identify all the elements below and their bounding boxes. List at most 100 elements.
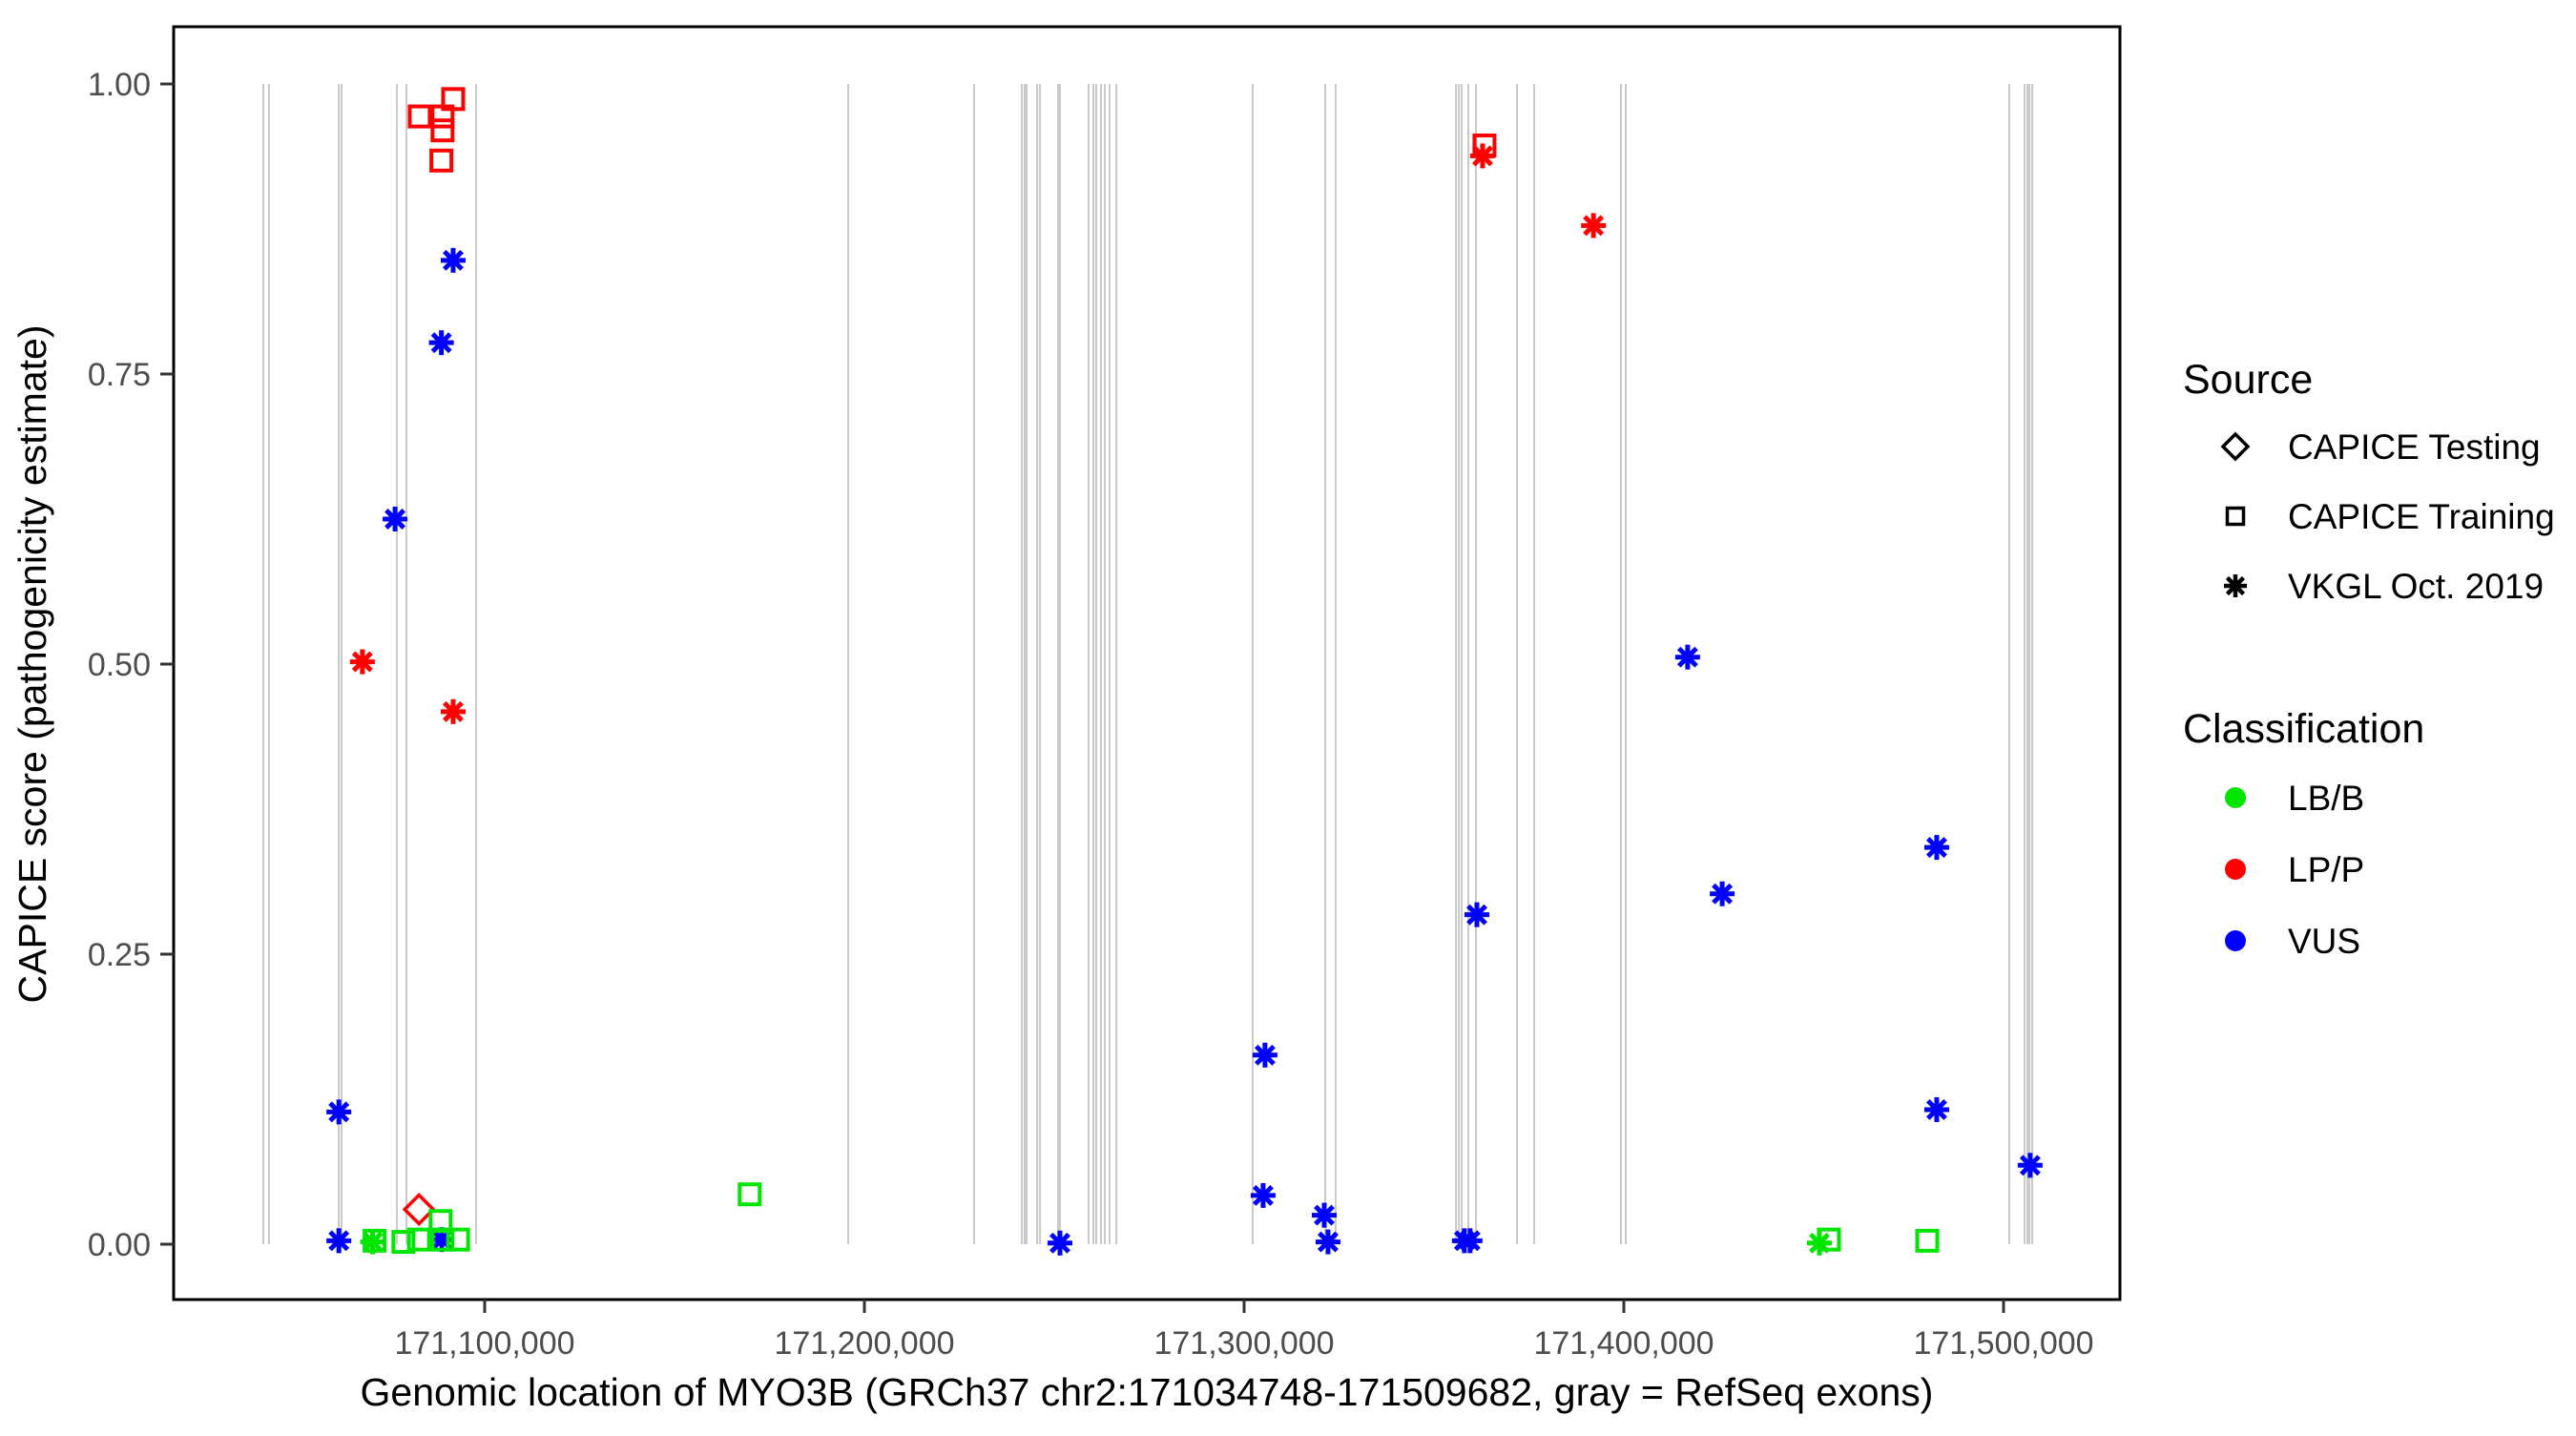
y-tick-label: 0.00 (88, 1227, 151, 1263)
asterisk-marker-stroke (351, 651, 373, 673)
square-marker (446, 1227, 470, 1252)
data-point (440, 247, 466, 273)
x-axis-title: Genomic location of MYO3B (GRCh37 chr2:1… (361, 1370, 1934, 1414)
data-point (1311, 1202, 1337, 1228)
legend-source-title: Source (2183, 357, 2313, 403)
asterisk-marker-stroke (1712, 883, 1734, 905)
asterisk-marker-stroke (1676, 646, 1698, 668)
data-point (407, 104, 432, 129)
square-marker (737, 1182, 762, 1207)
data-point (1817, 1227, 1841, 1252)
data-point (326, 1099, 352, 1125)
legend-classification-items: LB/B LP/P VUS (2225, 779, 2364, 961)
legend-classification-item: LP/P (2225, 850, 2364, 889)
asterisk-marker-stroke (1318, 1231, 1339, 1253)
square-marker (430, 118, 455, 143)
data-point (1469, 143, 1495, 169)
legend-classification-label: VUS (2288, 922, 2360, 961)
data-point (2017, 1153, 2043, 1178)
data-point (429, 148, 454, 173)
legend-classification-label: LP/P (2288, 850, 2364, 889)
legend-source-label: CAPICE Testing (2288, 427, 2541, 467)
square-marker (430, 104, 455, 129)
legend-source-label: VKGL Oct. 2019 (2288, 567, 2544, 606)
square-marker (430, 1227, 455, 1252)
data-point (383, 507, 408, 531)
data-point (1047, 1230, 1072, 1256)
asterisk-marker-stroke (1314, 1204, 1335, 1226)
asterisk-marker-stroke (1471, 145, 1493, 167)
x-tick-label: 171,400,000 (1533, 1325, 1714, 1362)
data-point (440, 698, 466, 724)
data-point (1710, 881, 1735, 906)
y-axis-title: CAPICE score (pathogenicity estimate) (10, 325, 54, 1004)
data-point (430, 1227, 455, 1252)
data-point (1464, 902, 1489, 927)
asterisk-marker-stroke (443, 700, 464, 722)
data-point (737, 1182, 762, 1207)
square-marker (429, 148, 454, 173)
legend-source-label: CAPICE Training (2288, 497, 2555, 536)
square-marker (406, 1227, 431, 1252)
y-tick-label: 0.75 (88, 357, 151, 393)
data-point (1581, 213, 1607, 239)
legend-source-item: CAPICE Training (2225, 497, 2555, 536)
data-points-group (326, 87, 2043, 1256)
diamond-marker (2220, 431, 2251, 462)
data-point (446, 1227, 470, 1252)
data-point (1674, 644, 1700, 670)
legend-classification-item: LB/B (2225, 779, 2364, 818)
legend-source-item: VKGL Oct. 2019 (2224, 567, 2544, 606)
data-point (391, 1230, 416, 1255)
x-axis: 171,100,000 171,200,000 171,300,000 171,400… (394, 1300, 2094, 1362)
square-marker (2225, 506, 2246, 527)
square-marker (1817, 1227, 1841, 1252)
asterisk-marker-stroke (1926, 837, 1947, 859)
asterisk-marker-stroke (1049, 1232, 1070, 1254)
asterisk-marker-stroke (362, 1231, 384, 1253)
data-point (430, 104, 455, 129)
x-tick-label: 171,200,000 (774, 1325, 954, 1362)
asterisk-marker-stroke (384, 509, 406, 530)
square-marker (391, 1230, 416, 1255)
asterisk-marker-stroke (2225, 575, 2246, 596)
data-point (363, 1228, 387, 1253)
asterisk-marker-stroke (1466, 904, 1487, 926)
data-point (428, 330, 454, 356)
x-tick-label: 171,300,000 (1153, 1325, 1334, 1362)
data-point (326, 1228, 352, 1254)
y-tick-label: 1.00 (88, 67, 151, 103)
legend-color-dot (2225, 787, 2246, 808)
legend-color-dot (2225, 930, 2246, 951)
square-marker (363, 1228, 387, 1253)
asterisk-marker-stroke (1926, 1098, 1947, 1120)
data-point (1457, 1228, 1483, 1254)
data-point (1923, 1096, 1949, 1122)
data-point (406, 1227, 431, 1252)
asterisk-marker-stroke (1459, 1230, 1481, 1252)
data-point (430, 118, 455, 143)
asterisk-marker-stroke (328, 1101, 350, 1123)
legend-source-items: CAPICE Testing CAPICE Training VKGL Oct. 2… (2220, 427, 2555, 606)
data-point (349, 649, 375, 675)
asterisk-marker-stroke (1254, 1044, 1276, 1066)
data-point (1315, 1229, 1340, 1255)
legend-classification-item: VUS (2225, 922, 2360, 961)
data-point (1250, 1182, 1276, 1208)
data-point (1915, 1228, 1940, 1253)
y-tick-label: 0.25 (88, 937, 151, 973)
data-point (1923, 835, 1949, 861)
square-marker (407, 104, 432, 129)
x-tick-label: 171,100,000 (394, 1325, 574, 1362)
asterisk-marker-stroke (328, 1230, 350, 1252)
asterisk-marker-stroke (1252, 1184, 1274, 1206)
asterisk-marker-stroke (430, 332, 452, 354)
exon-lines-group (261, 84, 2034, 1244)
data-point (1252, 1042, 1278, 1068)
x-tick-label: 171,500,000 (1913, 1325, 2093, 1362)
y-axis: 0.00 0.25 0.50 0.75 1.00 (88, 67, 174, 1263)
asterisk-marker-stroke (1583, 215, 1605, 237)
